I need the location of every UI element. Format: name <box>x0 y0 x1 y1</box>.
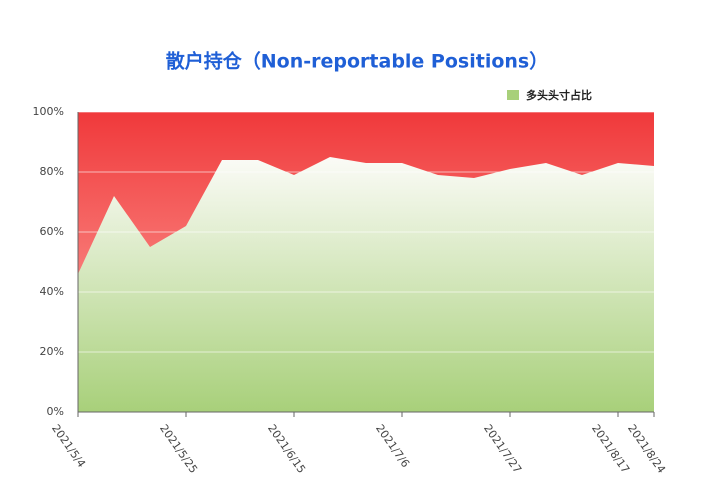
x-tick-label: 2021/6/15 <box>265 422 308 476</box>
y-tick-label: 80% <box>40 165 64 178</box>
x-tick-label: 2021/5/4 <box>49 422 88 470</box>
x-tick-label: 2021/7/27 <box>481 422 524 476</box>
x-tick-label: 2021/7/6 <box>373 422 412 470</box>
y-tick-label: 0% <box>47 405 64 418</box>
legend-swatch <box>507 90 519 100</box>
area <box>78 157 654 412</box>
legend-label: 多头头寸占比 <box>526 88 592 102</box>
y-tick-label: 100% <box>33 105 64 118</box>
y-tick-label: 40% <box>40 285 64 298</box>
chart-title: 散户持仓（Non-reportable Positions） <box>166 50 548 73</box>
y-tick-label: 20% <box>40 345 64 358</box>
y-tick-label: 60% <box>40 225 64 238</box>
x-tick-label: 2021/5/25 <box>157 422 200 476</box>
